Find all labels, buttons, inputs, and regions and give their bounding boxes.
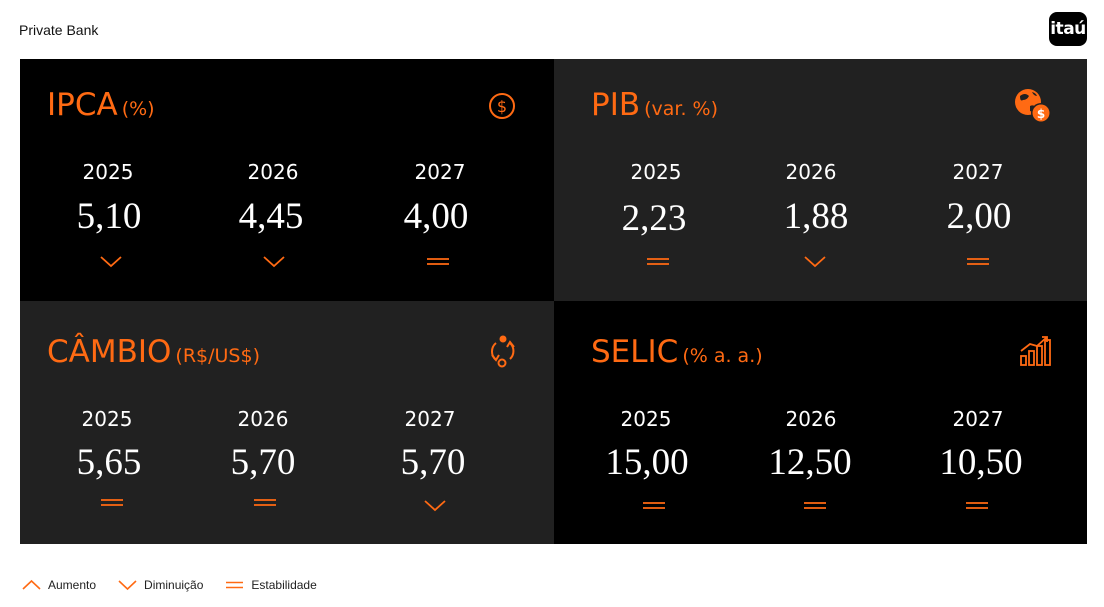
year-label: 2025 — [620, 407, 672, 431]
panel-cambio: CÂMBIO (R$/US$) 2025 2026 2027 5,65 5,70 … — [20, 301, 554, 544]
trend-indicator — [375, 498, 495, 513]
trend-indicator — [918, 254, 1038, 269]
panel-title-unit: (R$/US$) — [175, 345, 260, 367]
legend: Aumento Diminuição Estabilidade — [22, 576, 339, 594]
year-label: 2026 — [247, 160, 299, 184]
year-label: 2027 — [952, 407, 1004, 431]
value-label: 4,00 — [403, 196, 469, 237]
exchange-cycle-icon — [490, 335, 515, 368]
year-label: 2027 — [414, 160, 466, 184]
value-label: 10,50 — [939, 442, 1023, 483]
equals-icon — [643, 502, 665, 509]
year-label: 2026 — [785, 407, 837, 431]
svg-text:$: $ — [497, 97, 507, 116]
chevron-down-icon — [100, 256, 122, 268]
year-label: 2027 — [404, 407, 456, 431]
trend-indicator — [51, 254, 171, 269]
panel-title-unit: (%) — [121, 98, 155, 120]
panel-title: PIB (var. %) — [591, 87, 718, 123]
value-label: 2,23 — [621, 198, 687, 239]
svg-text:$: $ — [1037, 107, 1045, 121]
globe-dollar-icon: $ — [1015, 89, 1051, 123]
value-label: 2,00 — [946, 196, 1012, 237]
value-label: 5,65 — [76, 442, 142, 483]
chevron-down-icon — [424, 500, 446, 512]
chevron-down-icon — [263, 256, 285, 268]
panel-title-unit: (% a. a.) — [682, 345, 763, 367]
value-label: 5,10 — [76, 196, 142, 237]
trend-indicator — [755, 254, 875, 269]
dollar-coin-icon: $ — [489, 93, 515, 119]
brand-label: Private Bank — [19, 22, 99, 38]
legend-label: Estabilidade — [251, 578, 317, 592]
equals-icon — [967, 258, 989, 265]
trend-indicator — [917, 498, 1037, 513]
equals-icon — [427, 258, 449, 265]
value-label: 5,70 — [400, 442, 466, 483]
legend-label: Diminuição — [144, 578, 204, 592]
indicators-grid: IPCA (%) $ 2025 2026 2027 5,10 4,45 4,00 … — [20, 59, 1087, 544]
value-label: 15,00 — [605, 442, 689, 483]
panel-title: IPCA (%) — [47, 87, 155, 123]
panel-title-main: IPCA — [47, 87, 118, 123]
panel-title-main: PIB — [591, 87, 641, 123]
value-label: 4,45 — [238, 196, 304, 237]
year-label: 2025 — [81, 407, 133, 431]
legend-item-down: Diminuição — [118, 578, 203, 592]
year-label: 2027 — [952, 160, 1004, 184]
panel-title-main: CÂMBIO — [47, 334, 172, 370]
trend-indicator — [598, 254, 718, 269]
panel-title-unit: (var. %) — [644, 98, 719, 120]
growth-chart-icon — [1020, 336, 1051, 366]
legend-item-up: Aumento — [22, 578, 96, 592]
equals-icon — [647, 258, 669, 265]
panel-pib: PIB (var. %) $ 2025 2026 2027 2,23 1,88 2… — [554, 59, 1087, 301]
value-label: 12,50 — [768, 442, 852, 483]
trend-indicator — [214, 254, 334, 269]
value-label: 1,88 — [783, 196, 849, 237]
panel-title-main: SELIC — [591, 334, 679, 370]
equals-icon — [254, 499, 276, 506]
chevron-down-icon — [804, 256, 826, 268]
trend-indicator — [205, 495, 325, 510]
legend-item-stable: Estabilidade — [225, 578, 317, 592]
equals-icon — [804, 502, 826, 509]
itau-logo: itaú — [1049, 12, 1087, 46]
year-label: 2025 — [82, 160, 134, 184]
year-label: 2025 — [630, 160, 682, 184]
value-label: 5,70 — [230, 442, 296, 483]
year-label: 2026 — [785, 160, 837, 184]
chevron-down-icon — [118, 580, 137, 591]
trend-indicator — [378, 254, 498, 269]
equals-icon — [101, 499, 123, 506]
panel-selic: SELIC (% a. a.) 2025 2026 2027 15,00 12,5… — [554, 301, 1087, 544]
panel-title: SELIC (% a. a.) — [591, 334, 763, 370]
trend-indicator — [52, 495, 172, 510]
legend-label: Aumento — [48, 578, 97, 592]
equals-icon — [226, 581, 244, 589]
trend-indicator — [594, 498, 714, 513]
panel-ipca: IPCA (%) $ 2025 2026 2027 5,10 4,45 4,00 — [20, 59, 554, 301]
chevron-up-icon — [22, 579, 41, 590]
year-label: 2026 — [237, 407, 289, 431]
panel-title: CÂMBIO (R$/US$) — [47, 334, 260, 370]
equals-icon — [966, 502, 988, 509]
trend-indicator — [755, 498, 875, 513]
